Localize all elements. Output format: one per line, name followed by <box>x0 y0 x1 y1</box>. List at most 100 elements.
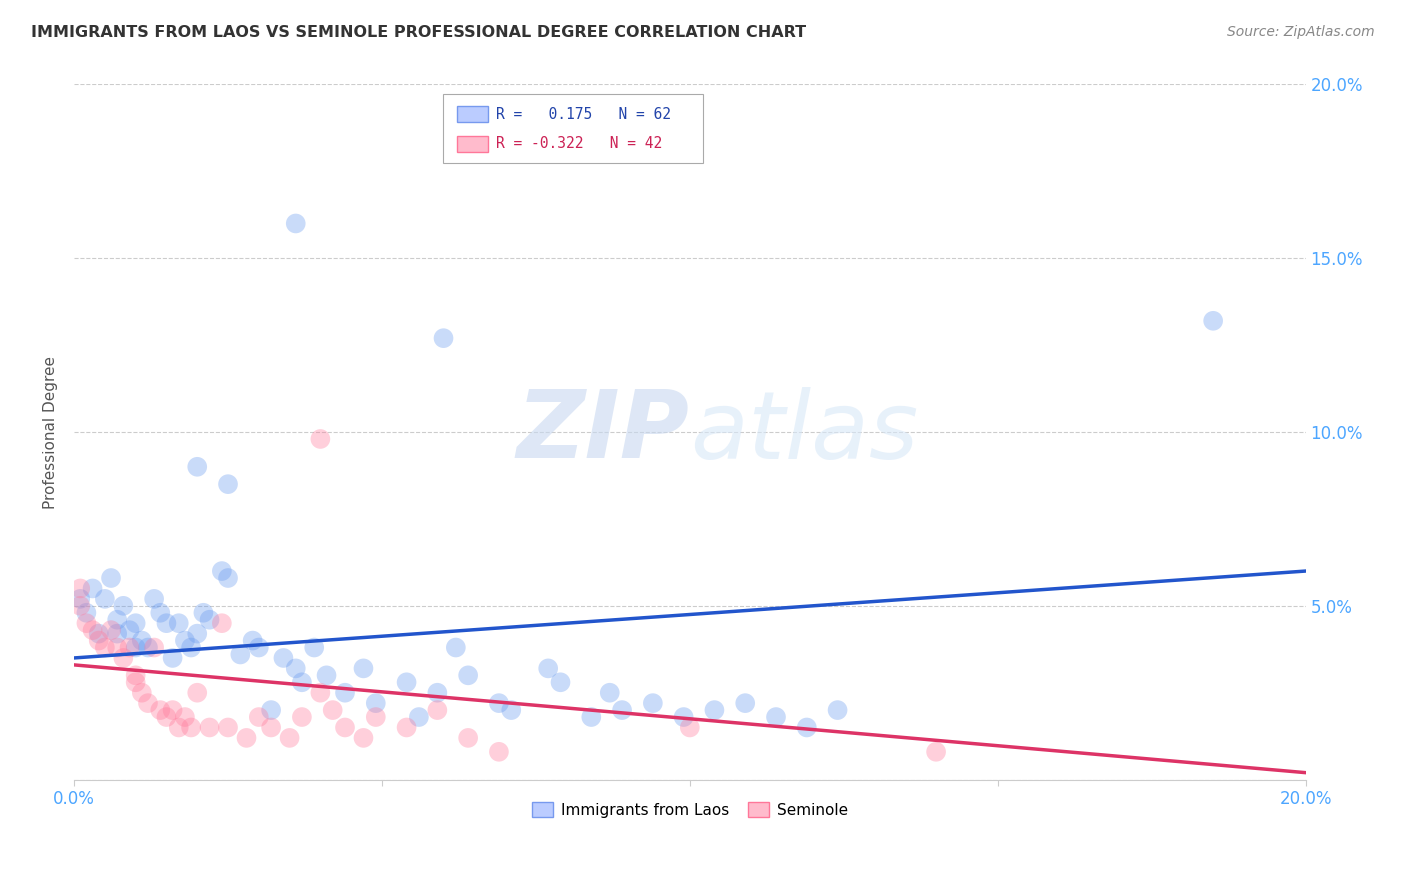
Point <box>260 721 283 735</box>
Text: R = -0.322   N = 42: R = -0.322 N = 42 <box>496 136 662 151</box>
Point <box>426 686 449 700</box>
Point <box>100 623 122 637</box>
Text: IMMIGRANTS FROM LAOS VS SEMINOLE PROFESSIONAL DEGREE CORRELATION CHART: IMMIGRANTS FROM LAOS VS SEMINOLE PROFESS… <box>31 25 806 40</box>
Point <box>273 651 295 665</box>
Point <box>82 623 104 637</box>
Point <box>105 640 128 655</box>
Text: R =   0.175   N = 62: R = 0.175 N = 62 <box>496 107 671 121</box>
Point <box>162 651 184 665</box>
Point <box>149 606 172 620</box>
Point <box>581 710 603 724</box>
Point <box>364 710 387 724</box>
Point <box>118 623 141 637</box>
Point <box>925 745 948 759</box>
Point <box>211 616 233 631</box>
Point <box>444 640 467 655</box>
Point <box>180 640 202 655</box>
Point <box>149 703 172 717</box>
Point <box>229 648 252 662</box>
Point <box>537 661 560 675</box>
Point <box>302 640 325 655</box>
Point <box>734 696 756 710</box>
Point <box>291 710 314 724</box>
Point <box>235 731 257 745</box>
Point <box>353 731 375 745</box>
Point <box>309 686 332 700</box>
Point <box>143 640 166 655</box>
Point <box>488 745 510 759</box>
Point <box>364 696 387 710</box>
Point <box>703 703 725 717</box>
Point <box>284 661 307 675</box>
Point <box>457 731 479 745</box>
Point <box>395 675 418 690</box>
Point <box>69 599 91 613</box>
Point <box>242 633 264 648</box>
Point <box>180 721 202 735</box>
Point <box>309 432 332 446</box>
Point <box>124 616 146 631</box>
Point <box>167 616 190 631</box>
Point <box>827 703 849 717</box>
Point <box>395 721 418 735</box>
Text: atlas: atlas <box>690 386 918 477</box>
Point <box>599 686 621 700</box>
Point <box>155 710 177 724</box>
Point <box>333 686 356 700</box>
Point <box>291 675 314 690</box>
Point <box>217 721 239 735</box>
Point <box>217 477 239 491</box>
Point <box>124 675 146 690</box>
Point <box>333 721 356 735</box>
Point <box>488 696 510 710</box>
Point <box>69 591 91 606</box>
Point <box>672 710 695 724</box>
Point <box>100 571 122 585</box>
Point <box>796 721 818 735</box>
Point <box>124 668 146 682</box>
Point <box>211 564 233 578</box>
Point <box>136 640 159 655</box>
Point <box>322 703 344 717</box>
Point <box>186 686 208 700</box>
Point <box>75 606 97 620</box>
Legend: Immigrants from Laos, Seminole: Immigrants from Laos, Seminole <box>526 797 853 824</box>
Point <box>105 613 128 627</box>
Point <box>136 696 159 710</box>
Point <box>278 731 301 745</box>
Point <box>641 696 664 710</box>
Point <box>353 661 375 675</box>
Point <box>501 703 523 717</box>
Point <box>408 710 430 724</box>
Point <box>315 668 337 682</box>
Point <box>193 606 215 620</box>
Point <box>765 710 787 724</box>
Point <box>75 616 97 631</box>
Point <box>260 703 283 717</box>
Point <box>155 616 177 631</box>
Point <box>174 633 197 648</box>
Point <box>87 626 110 640</box>
Point <box>118 640 141 655</box>
Point <box>174 710 197 724</box>
Point <box>69 582 91 596</box>
Point <box>217 571 239 585</box>
Point <box>550 675 572 690</box>
Point <box>457 668 479 682</box>
Point <box>167 721 190 735</box>
Point <box>186 459 208 474</box>
Y-axis label: Professional Degree: Professional Degree <box>44 356 58 508</box>
Point <box>432 331 454 345</box>
Point <box>1202 314 1225 328</box>
Point <box>105 626 128 640</box>
Point <box>198 721 221 735</box>
Point <box>82 582 104 596</box>
Text: Source: ZipAtlas.com: Source: ZipAtlas.com <box>1227 25 1375 39</box>
Text: ZIP: ZIP <box>517 386 690 478</box>
Point <box>94 640 117 655</box>
Point <box>198 613 221 627</box>
Point <box>162 703 184 717</box>
Point <box>131 686 153 700</box>
Point <box>112 651 135 665</box>
Point <box>247 710 270 724</box>
